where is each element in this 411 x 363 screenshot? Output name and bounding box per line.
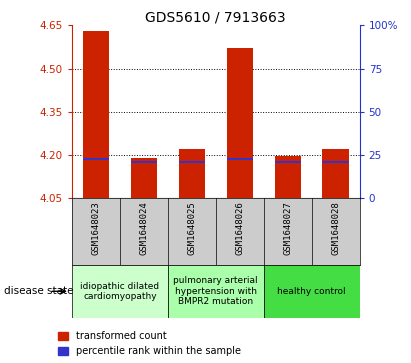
Bar	[131, 158, 157, 198]
Bar	[131, 161, 157, 163]
Text: disease state: disease state	[4, 286, 74, 296]
Bar	[323, 149, 349, 198]
Text: idiopathic dilated
cardiomyopathy: idiopathic dilated cardiomyopathy	[80, 282, 159, 301]
Title: GDS5610 / 7913663: GDS5610 / 7913663	[145, 10, 286, 24]
Bar	[83, 158, 109, 160]
Bar	[226, 158, 253, 160]
Bar	[72, 265, 168, 318]
Bar	[168, 265, 264, 318]
Legend: transformed count, percentile rank within the sample: transformed count, percentile rank withi…	[58, 331, 241, 356]
Bar	[275, 156, 301, 198]
Text: GSM1648023: GSM1648023	[91, 201, 100, 255]
Text: GSM1648025: GSM1648025	[187, 201, 196, 255]
Text: GSM1648026: GSM1648026	[235, 201, 244, 255]
Bar	[83, 31, 109, 198]
Text: pulmonary arterial
hypertension with
BMPR2 mutation: pulmonary arterial hypertension with BMP…	[173, 276, 258, 306]
Bar	[179, 149, 205, 198]
Text: healthy control: healthy control	[277, 287, 346, 296]
Bar	[264, 265, 360, 318]
Bar	[226, 48, 253, 198]
Bar	[275, 162, 301, 163]
Text: GSM1648028: GSM1648028	[331, 201, 340, 255]
Text: GSM1648027: GSM1648027	[283, 201, 292, 255]
Bar	[179, 161, 205, 163]
Text: GSM1648024: GSM1648024	[139, 201, 148, 255]
Bar	[323, 161, 349, 163]
